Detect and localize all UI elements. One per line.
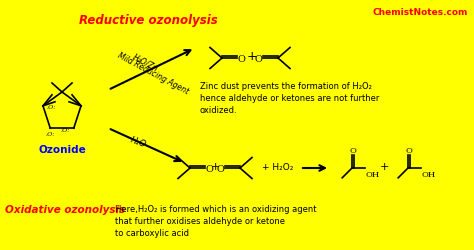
Text: :O:: :O: [46, 132, 55, 137]
Text: +: + [379, 162, 389, 172]
Text: hence aldehyde or ketones are not further: hence aldehyde or ketones are not furthe… [200, 94, 379, 103]
Text: ChemistNotes.com: ChemistNotes.com [373, 8, 468, 17]
Text: O: O [216, 164, 224, 173]
Text: +: + [210, 162, 219, 172]
Text: O: O [238, 54, 246, 64]
Text: :O:: :O: [61, 128, 71, 133]
Text: Mild Reducing Agent: Mild Reducing Agent [116, 52, 190, 96]
Text: Here,H₂O₂ is formed which is an oxidizing agent: Here,H₂O₂ is formed which is an oxidizin… [115, 205, 317, 214]
Text: OH: OH [421, 171, 436, 179]
Text: O: O [254, 54, 262, 64]
Text: H₂O/Zn: H₂O/Zn [131, 52, 159, 74]
Text: oxidized.: oxidized. [200, 106, 237, 115]
Text: to carboxylic acid: to carboxylic acid [115, 229, 189, 238]
Text: that further oxidises aldehyde or ketone: that further oxidises aldehyde or ketone [115, 217, 285, 226]
Text: :O:: :O: [46, 105, 55, 110]
Text: +: + [246, 50, 257, 64]
Text: + H₂O₂: + H₂O₂ [262, 162, 293, 172]
Text: OH: OH [365, 171, 380, 179]
Text: O: O [349, 147, 356, 155]
Text: H₂O: H₂O [129, 135, 147, 149]
Text: Oxidative ozonolysis: Oxidative ozonolysis [5, 205, 125, 215]
Text: Zinc dust prevents the formation of H₂O₂: Zinc dust prevents the formation of H₂O₂ [200, 82, 372, 91]
Text: O: O [206, 164, 214, 173]
Text: O: O [406, 147, 412, 155]
Text: Ozonide: Ozonide [38, 145, 86, 155]
Text: Reductive ozonolysis: Reductive ozonolysis [79, 14, 218, 27]
